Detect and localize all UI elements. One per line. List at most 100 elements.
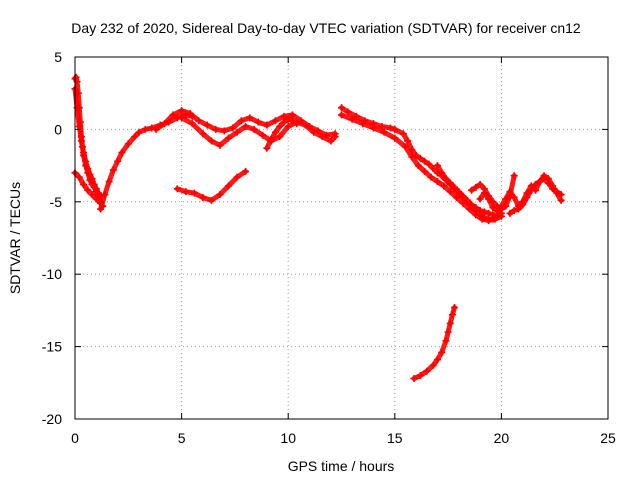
data-point <box>203 121 211 129</box>
data-point <box>549 185 557 193</box>
data-point <box>220 127 228 135</box>
data-layer <box>71 73 565 382</box>
data-point <box>514 205 522 213</box>
chart-title: Day 232 of 2020, Sidereal Day-to-day VTE… <box>71 20 581 36</box>
data-point <box>472 183 480 191</box>
y-tick-label: 5 <box>54 49 62 65</box>
data-point <box>399 130 407 138</box>
data-point <box>97 205 105 213</box>
data-point <box>485 209 493 217</box>
data-point <box>476 195 484 203</box>
data-point <box>77 137 85 145</box>
data-point <box>90 180 98 188</box>
y-tick-label: -10 <box>42 266 62 282</box>
data-point <box>369 124 377 132</box>
data-point <box>391 134 399 142</box>
data-point <box>510 206 518 214</box>
data-point <box>465 205 473 213</box>
data-point <box>80 149 88 157</box>
data-point <box>510 172 518 180</box>
data-point <box>331 133 339 141</box>
data-point <box>557 191 565 199</box>
data-point <box>387 124 395 132</box>
series-arc-6 <box>263 115 301 152</box>
data-point <box>82 157 90 165</box>
x-tick-label: 25 <box>600 430 616 446</box>
data-point <box>401 143 409 151</box>
data-point <box>271 117 279 125</box>
data-point <box>242 167 250 175</box>
data-point <box>169 111 177 119</box>
data-point <box>493 202 501 210</box>
data-point <box>84 164 92 172</box>
data-point <box>523 193 531 201</box>
data-point <box>338 111 345 119</box>
data-point <box>327 137 335 145</box>
x-axis-label: GPS time / hours <box>288 458 395 474</box>
data-point <box>207 137 215 145</box>
data-point <box>178 114 186 122</box>
series-arc-4 <box>178 114 339 149</box>
data-point <box>502 202 510 210</box>
data-point <box>423 367 431 375</box>
plot-frame <box>74 56 609 420</box>
data-point <box>88 175 96 183</box>
data-point <box>250 125 258 133</box>
data-point <box>472 211 480 219</box>
data-point <box>233 173 241 181</box>
data-point <box>544 179 552 187</box>
data-point <box>109 166 117 174</box>
data-point <box>131 133 139 141</box>
data-point <box>427 173 435 181</box>
data-point <box>472 204 480 212</box>
x-tick-label: 5 <box>178 430 186 446</box>
data-point <box>480 208 488 216</box>
data-point <box>448 311 456 319</box>
data-point <box>199 130 207 138</box>
data-point <box>519 201 527 209</box>
data-point <box>455 188 463 196</box>
y-tick-label: -20 <box>42 411 62 427</box>
data-point <box>88 191 96 199</box>
data-point <box>92 195 100 203</box>
data-point <box>410 374 418 382</box>
data-point <box>216 141 224 149</box>
data-point <box>92 185 100 193</box>
data-point <box>450 304 458 312</box>
data-point <box>476 206 484 214</box>
data-point <box>199 193 207 201</box>
data-point <box>440 182 448 190</box>
data-point <box>489 198 497 206</box>
data-point <box>114 157 122 165</box>
data-point <box>442 175 450 183</box>
data-point <box>72 73 80 81</box>
data-point <box>408 153 416 161</box>
data-point <box>212 125 220 133</box>
y-tick-label: 0 <box>54 121 62 137</box>
data-point <box>527 186 535 194</box>
data-point <box>444 328 452 336</box>
data-point <box>429 164 437 172</box>
data-point <box>207 196 215 204</box>
data-point <box>404 137 412 145</box>
data-point <box>310 128 318 136</box>
data-point <box>416 372 424 380</box>
data-point <box>318 133 326 141</box>
data-point <box>485 217 493 225</box>
data-point <box>301 121 309 129</box>
data-point <box>161 120 169 128</box>
data-point <box>497 205 505 213</box>
data-point <box>246 114 254 122</box>
data-point <box>421 167 429 175</box>
data-point <box>293 120 301 128</box>
series-arc-9 <box>433 162 505 219</box>
data-point <box>453 193 461 201</box>
data-point <box>80 180 88 188</box>
data-point <box>105 178 113 186</box>
y-tick-label: -5 <box>50 194 63 210</box>
data-point <box>225 182 233 190</box>
data-point <box>101 191 109 199</box>
data-point <box>442 337 450 345</box>
data-point <box>267 136 275 144</box>
